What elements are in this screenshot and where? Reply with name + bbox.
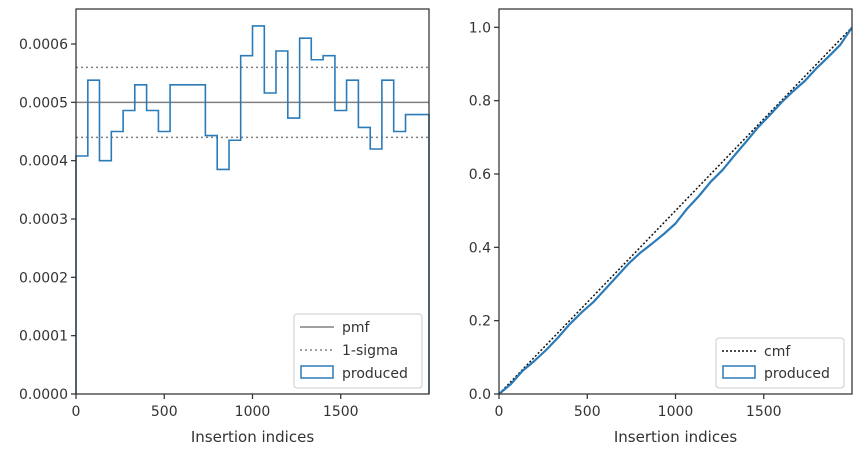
y-tick-label: 0.0004 [19, 154, 68, 170]
sigma-legend-label: 1-sigma [342, 343, 398, 359]
y-tick-label: 0.8 [469, 94, 491, 110]
cmf-legend: cmf produced [715, 337, 845, 389]
cmf-x-axis: 0 500 1000 1500 [495, 394, 782, 420]
y-tick-label: 0.0006 [19, 37, 68, 53]
pmf-y-axis: 0.0000 0.0001 0.0002 0.0003 0.0004 0.0005 0.00… [19, 37, 76, 403]
y-tick-label: 0.2 [469, 314, 491, 330]
y-tick-label: 0.6 [469, 167, 491, 183]
cmf-plot-area [498, 26, 853, 395]
y-tick-label: 0.0001 [19, 329, 68, 345]
x-tick-label: 500 [574, 404, 601, 420]
produced-cumulative-series [498, 26, 853, 395]
cmf-panel: 0.0 0.2 0.4 0.6 0.8 1.0 0 500 1000 1500 Insertio… [469, 8, 853, 446]
cmf-y-axis: 0.0 0.2 0.4 0.6 0.8 1.0 [469, 20, 499, 403]
produced-legend-swatch [300, 365, 334, 379]
cmf-axes-frame [498, 8, 853, 395]
produced-legend-label: produced [342, 366, 408, 382]
cmf-produced-legend-label: produced [764, 366, 830, 382]
pmf-legend: pmf 1-sigma produced [293, 313, 423, 389]
cmf-produced-legend-swatch [722, 365, 756, 379]
x-tick-label: 1500 [323, 404, 359, 420]
y-tick-label: 0.0002 [19, 270, 68, 286]
cmf-legend-label: cmf [764, 344, 791, 360]
y-tick-label: 1.0 [469, 20, 491, 36]
x-tick-label: 1500 [746, 404, 782, 420]
pmf-panel: 0.0000 0.0001 0.0002 0.0003 0.0004 0.0005 0.00… [19, 8, 430, 446]
pmf-x-axis-label: Insertion indices [191, 428, 314, 446]
pmf-plot-area [75, 25, 430, 394]
x-tick-label: 0 [72, 404, 81, 420]
pmf-x-axis: 0 500 1000 1500 [72, 394, 359, 420]
pmf-legend-box [293, 313, 423, 389]
x-tick-label: 1000 [235, 404, 271, 420]
cmf-line [498, 26, 853, 395]
pmf-legend-label: pmf [342, 320, 371, 336]
pmf-axes-frame [75, 8, 430, 395]
y-tick-label: 0.4 [469, 240, 491, 256]
y-tick-label: 0.0000 [19, 387, 68, 403]
cmf-x-axis-label: Insertion indices [614, 428, 737, 446]
x-tick-label: 500 [151, 404, 178, 420]
y-tick-label: 0.0003 [19, 212, 68, 228]
x-tick-label: 0 [495, 404, 504, 420]
y-tick-label: 0.0005 [19, 95, 68, 111]
x-tick-label: 1000 [658, 404, 694, 420]
produced-step-series [75, 25, 430, 394]
y-tick-label: 0.0 [469, 387, 491, 403]
